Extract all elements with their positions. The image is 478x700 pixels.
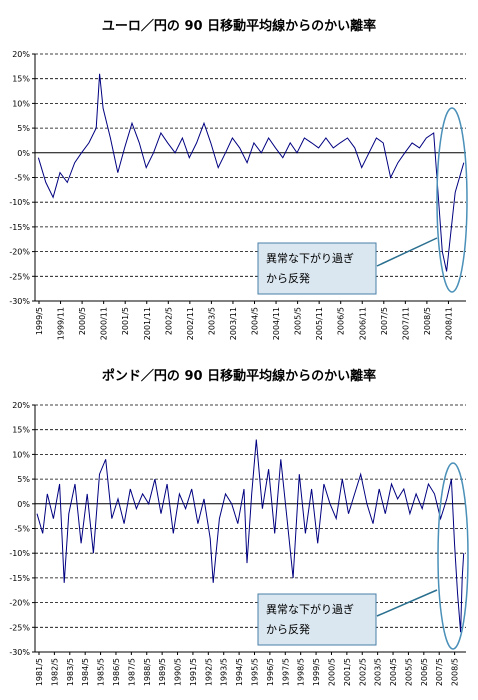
chart-title: ユーロ／円の 90 日移動平均線からのかい離率 <box>102 18 376 34</box>
y-tick-label: 20% <box>12 50 30 59</box>
y-tick-label: 20% <box>12 401 30 410</box>
y-tick-label: -25% <box>9 272 30 281</box>
chart-svg: ポンド／円の 90 日移動平均線からのかい離率 20% 15% 10% 5% 0% -5% -… <box>9 368 469 686</box>
callout-box <box>257 593 377 646</box>
x-tick-label: 1996/5 <box>266 658 275 686</box>
x-tick-label: 1987/5 <box>127 658 136 686</box>
x-tick-label: 1982/5 <box>50 658 59 686</box>
x-tick-label: 2002/5 <box>358 658 367 686</box>
callout-connector <box>376 589 438 617</box>
x-tick-label: 1999/5 <box>35 307 44 335</box>
callout-text: 異常な下がり過ぎ <box>266 602 354 616</box>
x-tick-label: 2003/5 <box>207 307 216 335</box>
y-tick-label: 0% <box>17 500 30 509</box>
y-tick-label: -30% <box>9 297 30 306</box>
x-tick-label: 1999/5 <box>312 658 321 686</box>
callout-connector <box>376 237 438 267</box>
x-tick-label: 2001/5 <box>343 658 352 686</box>
y-tick-label: -5% <box>14 174 30 183</box>
x-tick-label: 2008/11 <box>444 307 453 340</box>
chart-svg: ユーロ／円の 90 日移動平均線からのかい離率 20% 15% 10% 5% 0% -5% -… <box>9 18 468 340</box>
x-tick-label: 2008/5 <box>423 307 432 335</box>
x-tick-label: 1991/5 <box>189 658 198 686</box>
y-tick-label: -20% <box>9 248 30 257</box>
series-line <box>37 73 465 272</box>
y-tick-label: 10% <box>12 450 30 459</box>
callout-text: から反発 <box>266 622 310 636</box>
x-tick-label: 1997/5 <box>281 658 290 686</box>
x-tick-label: 2001/5 <box>121 307 130 335</box>
x-tick-label: 2006/5 <box>337 307 346 335</box>
y-tick-label: 10% <box>12 99 30 108</box>
x-tick-label: 2001/11 <box>143 307 152 340</box>
chart-panel-gbp-jpy: ポンド／円の 90 日移動平均線からのかい離率 20% 15% 10% 5% 0% -5% -… <box>0 350 478 700</box>
x-tick-label: 2003/11 <box>229 307 238 340</box>
y-tick-label: 0% <box>17 149 30 158</box>
y-tick-label: -25% <box>9 623 30 632</box>
y-tick-label: -10% <box>9 549 30 558</box>
x-tick-label: 1985/5 <box>97 658 106 686</box>
chart-title: ポンド／円の 90 日移動平均線からのかい離率 <box>102 368 376 384</box>
x-tick-label: 2000/11 <box>100 307 109 340</box>
x-tick-label: 1986/5 <box>112 658 121 686</box>
y-tick-label: -30% <box>9 648 30 657</box>
callout-text: 異常な下がり過ぎ <box>266 251 354 265</box>
x-tick-label: 2004/5 <box>389 658 398 686</box>
x-tick-label: 2005/5 <box>294 307 303 335</box>
y-tick-label: -5% <box>14 525 30 534</box>
x-tick-label: 2007/5 <box>435 658 444 686</box>
x-tick-label: 2008/5 <box>451 658 460 686</box>
y-tick-label: 5% <box>17 124 30 133</box>
x-tick-label: 1989/5 <box>158 658 167 686</box>
x-tick-label: 1993/5 <box>220 658 229 686</box>
x-tick-label: 2005/5 <box>404 658 413 686</box>
x-tick-label: 2005/11 <box>315 307 324 340</box>
x-tick-label: 2006/11 <box>358 307 367 340</box>
x-tick-label: 1994/5 <box>235 658 244 686</box>
x-tick-label: 2000/5 <box>78 307 87 335</box>
x-tick-label: 2002/11 <box>186 307 195 340</box>
x-tick-label: 1992/5 <box>204 658 213 686</box>
callout-text: から反発 <box>266 271 310 285</box>
highlight-oval <box>437 462 469 650</box>
y-tick-label: -15% <box>9 574 30 583</box>
x-tick-label: 1988/5 <box>143 658 152 686</box>
x-tick-label: 2007/5 <box>380 307 389 335</box>
y-tick-label: 5% <box>17 475 30 484</box>
x-tick-label: 1984/5 <box>81 658 90 686</box>
x-tick-label: 2007/11 <box>401 307 410 340</box>
x-tick-label: 1998/5 <box>297 658 306 686</box>
highlight-oval <box>436 107 468 293</box>
x-tick-label: 1981/5 <box>35 658 44 686</box>
x-tick-label: 1999/11 <box>57 307 66 340</box>
x-tick-label: 2004/11 <box>272 307 281 340</box>
y-tick-label: 15% <box>12 426 30 435</box>
x-tick-label: 1983/5 <box>66 658 75 686</box>
y-tick-label: -15% <box>9 223 30 232</box>
x-tick-label: 1995/5 <box>251 658 260 686</box>
y-tick-label: 15% <box>12 75 30 84</box>
y-tick-label: -10% <box>9 198 30 207</box>
y-tick-label: -20% <box>9 599 30 608</box>
series-line <box>36 439 465 633</box>
x-tick-label: 2006/5 <box>420 658 429 686</box>
chart-panel-eur-jpy: ユーロ／円の 90 日移動平均線からのかい離率 20% 15% 10% 5% 0% -5% -… <box>9 18 468 340</box>
x-tick-label: 2000/5 <box>327 658 336 686</box>
x-tick-label: 2004/5 <box>251 307 260 335</box>
x-tick-label: 2002/5 <box>164 307 173 335</box>
x-tick-label: 2003/5 <box>374 658 383 686</box>
callout-box <box>257 242 377 295</box>
x-tick-label: 1990/5 <box>174 658 183 686</box>
